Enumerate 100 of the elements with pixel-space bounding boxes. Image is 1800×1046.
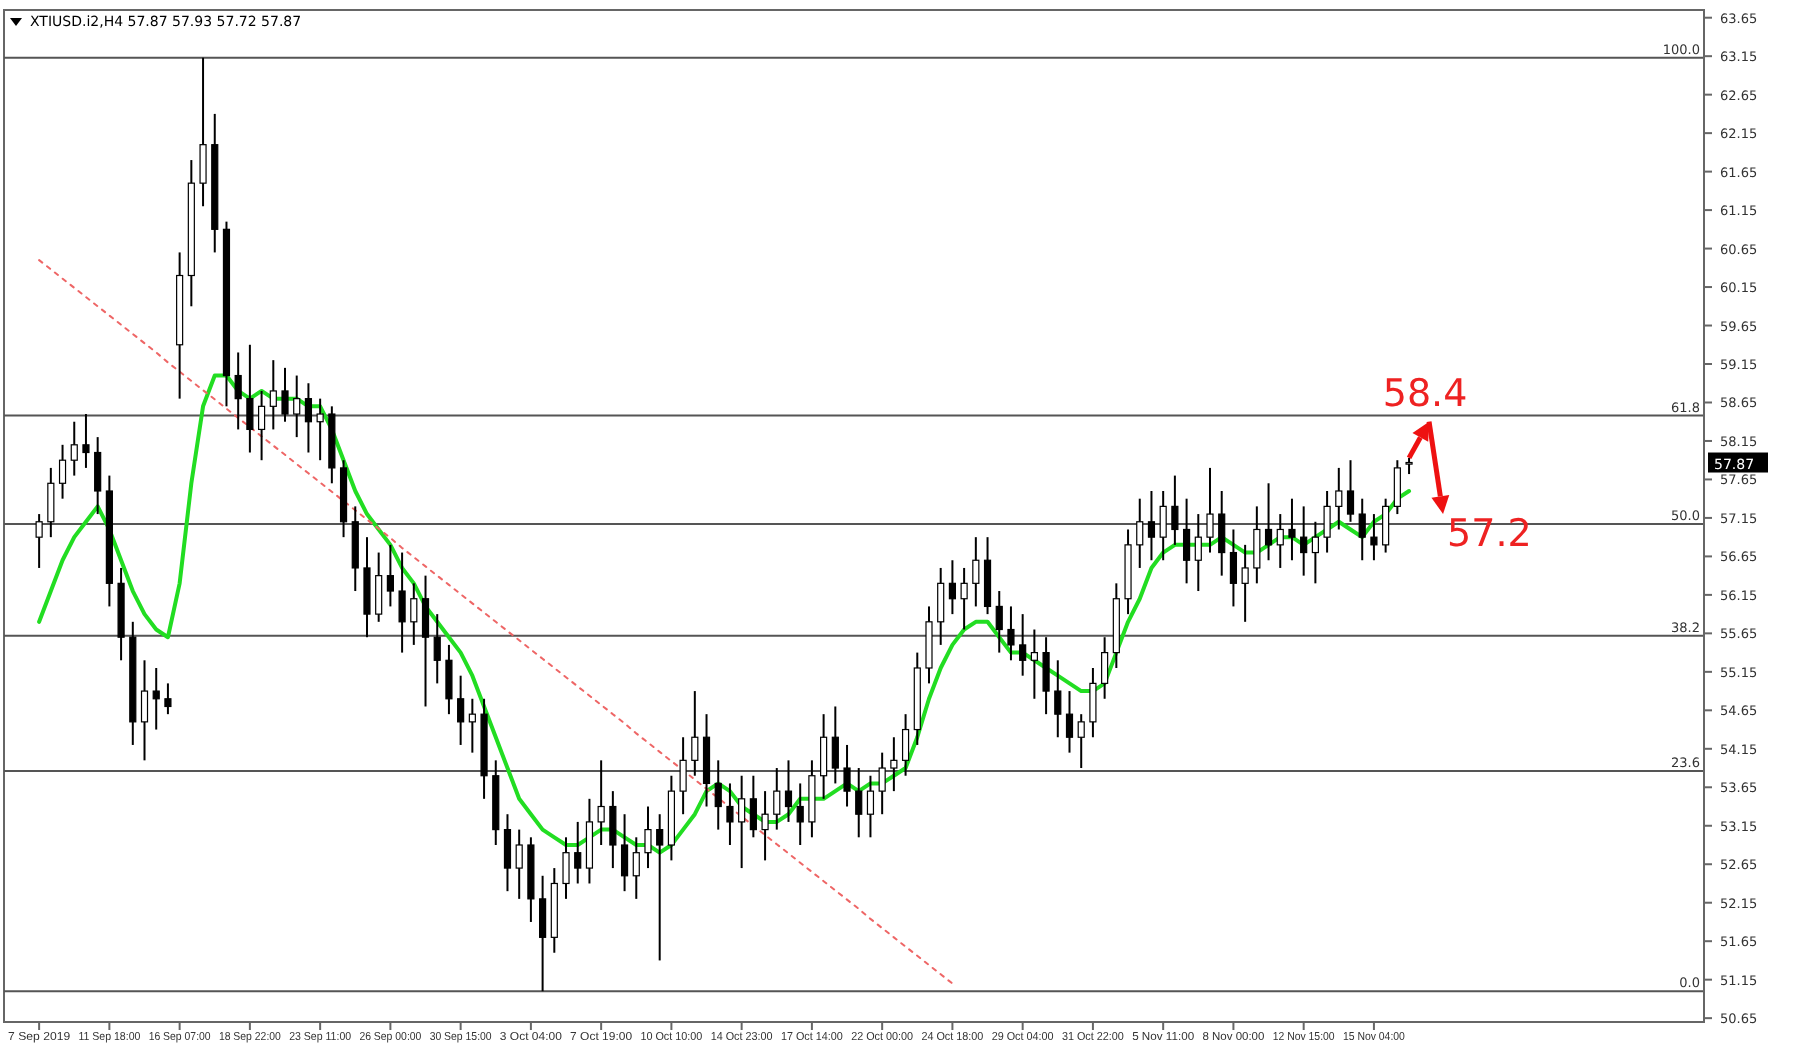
candlestick (539, 874, 547, 993)
candlestick (609, 790, 617, 870)
candlestick (597, 759, 605, 846)
candlestick (304, 382, 313, 454)
candlestick (632, 836, 640, 900)
candlestick (1218, 489, 1226, 577)
candlestick (562, 836, 570, 900)
candlestick (398, 551, 406, 654)
candlestick (94, 436, 102, 516)
candlestick (1229, 528, 1238, 608)
candlestick (1393, 459, 1401, 516)
candlestick (363, 536, 371, 639)
candlestick (82, 413, 90, 469)
candlestick (878, 751, 886, 816)
candlestick (234, 351, 242, 431)
candlestick (1241, 543, 1249, 623)
candlestick (1253, 505, 1261, 585)
candlestick (410, 582, 418, 646)
candlestick (386, 543, 394, 608)
candlestick (1030, 628, 1038, 700)
candlestick (70, 420, 78, 477)
candlestick (831, 705, 839, 785)
candlestick (702, 713, 711, 808)
candlestick (269, 359, 277, 431)
candlestick (749, 774, 757, 839)
candlestick (1370, 513, 1378, 562)
candlestick (1288, 497, 1296, 562)
candlestick (820, 713, 828, 800)
candlestick (784, 759, 793, 823)
annotation: 58.4 (1382, 371, 1468, 416)
candlestick (1323, 489, 1331, 554)
candlestick (257, 389, 266, 462)
candlestick (901, 713, 910, 777)
candlestick (1311, 520, 1319, 585)
candlestick (644, 805, 652, 870)
candlestick (960, 566, 968, 631)
candlestick (164, 682, 172, 716)
candlestick (890, 736, 898, 793)
candlestick (445, 643, 453, 716)
candlestick (620, 813, 629, 893)
candlestick (1136, 497, 1144, 569)
candlestick (726, 782, 734, 846)
candlestick (421, 574, 430, 708)
candlestick (351, 505, 359, 593)
candlestick (679, 736, 687, 816)
candlestick (515, 828, 523, 900)
candlestick (316, 397, 324, 462)
candlestick (1042, 636, 1050, 716)
candlestick (433, 613, 441, 685)
candlestick (1264, 482, 1273, 562)
candlestick (1054, 659, 1062, 739)
candlestick (796, 782, 804, 846)
candlestick (995, 590, 1003, 654)
candlestick (714, 759, 722, 831)
candlestick (1335, 466, 1343, 531)
candlestick (1065, 690, 1074, 754)
candlestick (1171, 474, 1179, 546)
candlestick (1182, 497, 1191, 585)
candlestick (808, 759, 816, 839)
line-series (38, 259, 954, 985)
candlestick (773, 767, 781, 831)
candlestick (503, 813, 512, 893)
candlestick (691, 690, 699, 777)
candlestick (574, 820, 582, 885)
candlestick (293, 374, 301, 439)
candlestick (843, 743, 851, 808)
candlestick (468, 697, 476, 754)
candlestick (58, 443, 67, 500)
candlestick (47, 466, 55, 539)
candlestick (1358, 497, 1366, 562)
candlestick (937, 566, 945, 646)
candlestick (585, 797, 594, 885)
candlestick (948, 559, 957, 616)
candlestick (925, 605, 933, 685)
annotation: 57.2 (1447, 512, 1532, 557)
candlestick (1300, 505, 1308, 577)
candlestick (1346, 459, 1355, 523)
candlestick (375, 551, 383, 623)
candlestick (1159, 489, 1167, 562)
candlestick (246, 343, 254, 454)
candlestick (1077, 713, 1085, 770)
candlestick (457, 674, 465, 746)
candlestick (35, 513, 43, 569)
candlestick (152, 666, 160, 731)
candlestick (866, 774, 875, 839)
candlestick (1147, 489, 1156, 562)
candlestick (199, 56, 207, 208)
candlestick (1089, 666, 1097, 739)
candlestick (656, 813, 664, 962)
candlestick (1007, 605, 1015, 662)
candlestick (1206, 466, 1214, 554)
candlestick (1194, 513, 1202, 593)
candlestick (972, 536, 980, 608)
candlestick (738, 774, 746, 870)
candlestick (281, 366, 289, 423)
candlestick (855, 767, 863, 839)
candlestick (1101, 636, 1109, 700)
candlestick (140, 659, 149, 762)
candlestick (1019, 613, 1027, 677)
candlestick (761, 790, 769, 862)
